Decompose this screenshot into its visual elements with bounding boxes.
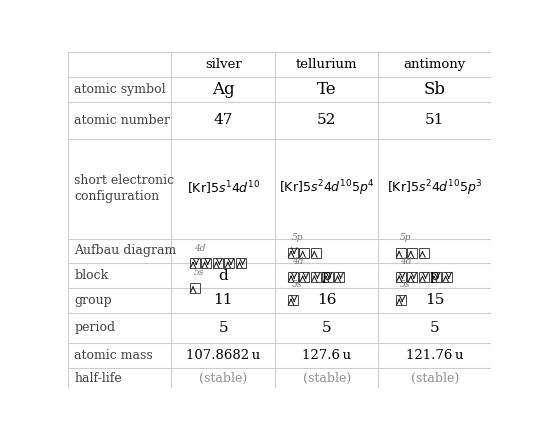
Text: tellurium: tellurium <box>296 58 358 71</box>
Text: 47: 47 <box>213 113 233 127</box>
Text: 15: 15 <box>425 293 444 307</box>
Bar <box>189 283 200 293</box>
Text: $[\mathrm{Kr}]5s^{1}4d^{10}$: $[\mathrm{Kr}]5s^{1}4d^{10}$ <box>187 180 260 198</box>
Text: atomic symbol: atomic symbol <box>74 83 166 96</box>
Text: Aufbau diagram: Aufbau diagram <box>74 245 177 258</box>
Text: d: d <box>218 269 228 283</box>
Bar <box>419 272 429 282</box>
Bar <box>311 248 321 258</box>
Bar <box>334 272 344 282</box>
Bar <box>311 272 321 282</box>
Text: 5p: 5p <box>292 233 304 242</box>
Text: (stable): (stable) <box>302 371 351 385</box>
Bar <box>224 258 234 268</box>
Bar <box>201 258 211 268</box>
Text: 4d: 4d <box>292 257 304 266</box>
Text: $[\mathrm{Kr}]5s^{2}4d^{10}5p^{4}$: $[\mathrm{Kr}]5s^{2}4d^{10}5p^{4}$ <box>279 179 375 198</box>
Bar <box>213 258 223 268</box>
Bar <box>299 248 309 258</box>
Text: block: block <box>74 269 109 282</box>
Bar <box>288 272 298 282</box>
Text: 52: 52 <box>317 113 336 127</box>
Bar <box>442 272 452 282</box>
Text: Ag: Ag <box>212 81 235 98</box>
Text: 5s: 5s <box>400 280 411 290</box>
Text: 5p: 5p <box>400 233 412 242</box>
Bar <box>299 272 309 282</box>
Text: 4d: 4d <box>400 257 412 266</box>
Bar <box>236 258 246 268</box>
Text: 5: 5 <box>218 321 228 335</box>
Text: 4d: 4d <box>194 244 205 252</box>
Text: 5s: 5s <box>194 268 204 277</box>
Text: $[\mathrm{Kr}]5s^{2}4d^{10}5p^{3}$: $[\mathrm{Kr}]5s^{2}4d^{10}5p^{3}$ <box>387 179 483 198</box>
Bar <box>323 272 333 282</box>
Text: (stable): (stable) <box>411 371 459 385</box>
Bar <box>419 248 429 258</box>
Text: 11: 11 <box>213 293 233 307</box>
Text: p: p <box>322 269 331 283</box>
Text: (stable): (stable) <box>199 371 247 385</box>
Text: Sb: Sb <box>424 81 446 98</box>
Text: 16: 16 <box>317 293 336 307</box>
Bar <box>288 295 298 305</box>
Text: 121.76 u: 121.76 u <box>406 349 464 362</box>
Text: 5: 5 <box>322 321 331 335</box>
Text: period: period <box>74 321 116 334</box>
Text: 107.8682 u: 107.8682 u <box>186 349 260 362</box>
Text: group: group <box>74 294 112 307</box>
Bar <box>396 248 406 258</box>
Text: p: p <box>430 269 440 283</box>
Bar <box>288 248 298 258</box>
Text: 5s: 5s <box>292 280 302 290</box>
Text: silver: silver <box>205 58 242 71</box>
Bar <box>407 272 417 282</box>
Text: atomic number: atomic number <box>74 114 170 126</box>
Bar <box>396 295 406 305</box>
Text: 127.6 u: 127.6 u <box>302 349 351 362</box>
Text: 51: 51 <box>425 113 444 127</box>
Text: short electronic
configuration: short electronic configuration <box>74 174 175 203</box>
Text: half-life: half-life <box>74 371 122 385</box>
Bar <box>431 272 441 282</box>
Text: Te: Te <box>317 81 336 98</box>
Bar <box>396 272 406 282</box>
Text: atomic mass: atomic mass <box>74 349 153 362</box>
Text: antimony: antimony <box>403 58 466 71</box>
Bar <box>189 258 200 268</box>
Bar <box>407 248 417 258</box>
Text: 5: 5 <box>430 321 440 335</box>
